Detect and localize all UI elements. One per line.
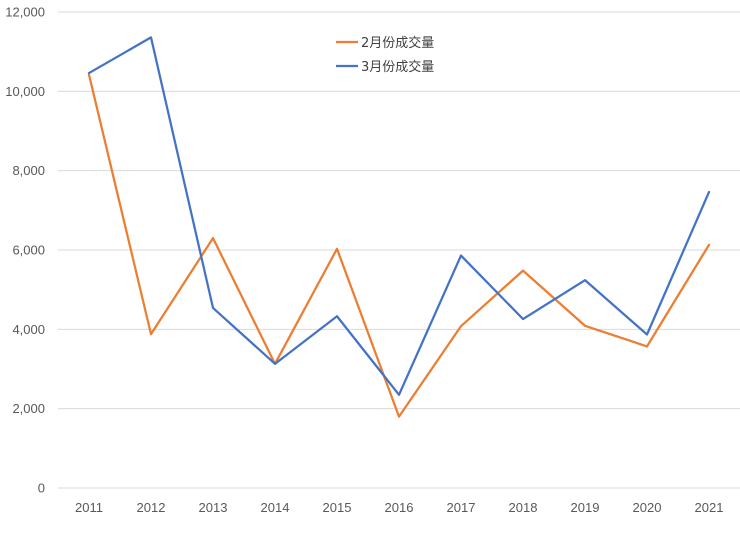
y-tick-label: 12,000 [5,5,45,20]
x-tick-label: 2013 [199,500,228,515]
x-tick-label: 2019 [571,500,600,515]
gridlines [58,11,740,489]
x-tick-label: 2012 [137,500,166,515]
y-tick-label: 10,000 [5,84,45,99]
x-axis: 2011 2012 2013 2014 2015 2016 2017 2018 2019 2020… [75,500,723,515]
x-tick-label: 2021 [695,500,724,515]
y-tick-label: 0 [38,481,45,496]
x-tick-label: 2015 [323,500,352,515]
x-tick-label: 2018 [509,500,538,515]
y-tick-label: 6,000 [12,243,45,258]
x-tick-label: 2017 [447,500,476,515]
x-tick-label: 2016 [385,500,414,515]
series-lines [87,36,711,418]
y-axis: 0 2,000 4,000 6,000 8,000 10,000 12,000 [5,5,45,496]
x-tick-label: 2014 [261,500,290,515]
series-line-0 [87,73,711,418]
y-tick-label: 2,000 [12,401,45,416]
series-line-1 [87,36,711,396]
legend: 2月份成交量 3月份成交量 [336,35,434,75]
x-tick-label: 2011 [75,500,103,515]
y-tick-label: 4,000 [12,322,45,337]
x-tick-label: 2020 [633,500,662,515]
legend-label: 2月份成交量 [361,35,434,51]
y-tick-label: 8,000 [12,163,45,178]
legend-label: 3月份成交量 [361,59,434,75]
